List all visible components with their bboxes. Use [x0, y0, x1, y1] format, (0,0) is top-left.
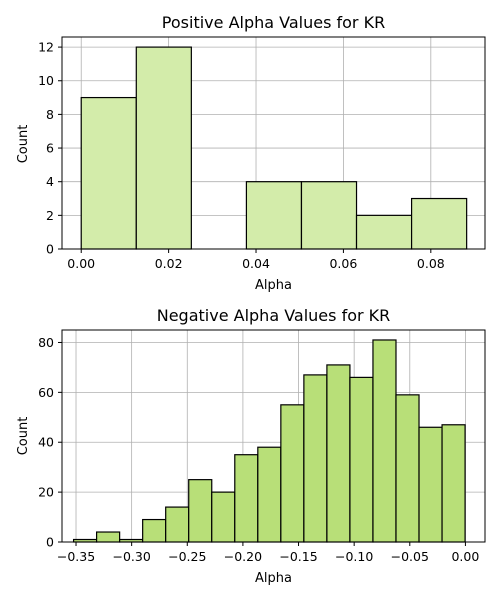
- histogram-bar: [80, 96, 137, 250]
- chart-title: Positive Alpha Values for KR: [162, 13, 385, 32]
- histogram-bar: [372, 339, 397, 543]
- x-tick-label: −0.10: [335, 549, 373, 564]
- y-tick-label: 0: [46, 242, 54, 257]
- y-tick-label: 2: [46, 208, 54, 223]
- histogram-bar: [441, 424, 466, 543]
- x-tick-label: 0.02: [155, 256, 183, 271]
- x-tick-label: 0.00: [67, 256, 95, 271]
- histogram-bar: [234, 454, 259, 543]
- histogram-bar: [188, 479, 213, 543]
- x-tick-label: −0.30: [112, 549, 150, 564]
- x-tick-label: 0.00: [451, 549, 479, 564]
- histogram-bar: [418, 426, 443, 543]
- histogram-bar: [326, 364, 351, 543]
- positive-alpha-chart: 0.00 0.02 0.04 0.06 0.08 0 2 4 6 8 10 12 Positive …: [16, 13, 486, 293]
- x-ticks: −0.35 −0.30 −0.25 −0.20 −0.15 −0.10 −0.05 0.00: [57, 542, 479, 564]
- x-axis-label: Alpha: [255, 278, 292, 293]
- x-tick-label: −0.35: [57, 549, 95, 564]
- y-tick-label: 12: [38, 40, 54, 55]
- y-tick-label: 4: [46, 174, 54, 189]
- histogram-bar: [245, 181, 303, 250]
- x-tick-label: −0.25: [168, 549, 206, 564]
- histogram-bars: [80, 46, 468, 250]
- histogram-bars: [72, 339, 466, 543]
- histogram-bar: [165, 506, 190, 543]
- histogram-bar: [135, 46, 192, 250]
- x-tick-label: −0.20: [224, 549, 262, 564]
- histogram-bar: [257, 446, 282, 543]
- plot-frame: [61, 36, 486, 250]
- y-tick-label: 60: [38, 385, 54, 400]
- y-tick-label: 20: [38, 485, 54, 500]
- x-axis-label: Alpha: [255, 571, 292, 586]
- y-axis-label: Count: [16, 417, 31, 456]
- y-tick-label: 10: [38, 73, 54, 88]
- y-tick-label: 40: [38, 435, 54, 450]
- histogram-bar: [349, 376, 374, 543]
- x-tick-label: 0.06: [329, 256, 357, 271]
- y-axis-label: Count: [16, 125, 31, 164]
- x-tick-label: 0.08: [417, 256, 445, 271]
- plot-frame: [61, 329, 486, 543]
- histogram-bar: [280, 404, 305, 543]
- histogram-bar: [410, 197, 468, 250]
- x-tick-label: 0.04: [242, 256, 270, 271]
- histogram-bar: [395, 394, 420, 543]
- x-ticks: 0.00 0.02 0.04 0.06 0.08: [67, 249, 445, 271]
- x-tick-label: −0.05: [391, 549, 429, 564]
- histogram-bar: [303, 374, 328, 543]
- chart-title: Negative Alpha Values for KR: [157, 306, 391, 325]
- negative-alpha-chart: −0.35 −0.30 −0.25 −0.20 −0.15 −0.10 −0.05 0.00 …: [16, 306, 486, 586]
- histogram-bar: [300, 181, 358, 250]
- y-tick-label: 0: [46, 535, 54, 550]
- histogram-bar: [211, 491, 236, 543]
- histogram-bar: [355, 214, 413, 250]
- y-tick-label: 80: [38, 335, 54, 350]
- histogram-bar: [142, 518, 167, 543]
- histogram-bar: [96, 531, 121, 543]
- y-ticks: 0 20 40 60 80: [38, 335, 62, 550]
- y-tick-label: 8: [46, 107, 54, 122]
- y-tick-label: 6: [46, 141, 54, 156]
- y-ticks: 0 2 4 6 8 10 12: [38, 40, 62, 257]
- x-tick-label: −0.15: [279, 549, 317, 564]
